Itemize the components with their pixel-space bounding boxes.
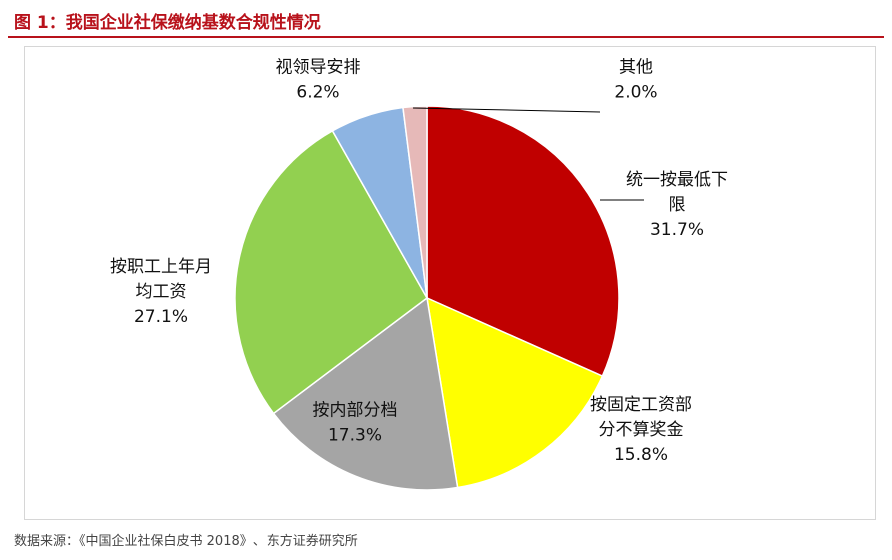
leader-lines bbox=[412, 107, 644, 201]
pie-slices bbox=[234, 105, 620, 491]
slice-label-fixed_wage-line-2: 分不算奖金 bbox=[599, 420, 684, 440]
slice-value-fixed_wage: 15.8% bbox=[614, 445, 668, 465]
pie-slice-last_year_avg bbox=[234, 129, 428, 415]
pie-slice-fixed_wage bbox=[426, 296, 604, 489]
slice-value-other: 2.0% bbox=[614, 83, 657, 103]
slice-label-last_year_avg-line-1: 按职工上年月 bbox=[110, 257, 212, 277]
pie-slice-internal_grade bbox=[272, 296, 459, 491]
figure-title: 图 1：我国企业社保缴纳基数合规性情况 bbox=[14, 13, 321, 33]
slice-label-other-line-1: 其他 bbox=[619, 58, 653, 78]
slice-value-unified_min: 31.7% bbox=[650, 220, 704, 240]
slice-value-leadership: 6.2% bbox=[296, 83, 339, 103]
source-org: 东方证券研究所 bbox=[266, 534, 358, 549]
pie-slice-unified_min bbox=[426, 105, 620, 378]
slice-label-fixed_wage-line-1: 按固定工资部 bbox=[590, 395, 692, 415]
source-prefix: 数据来源： bbox=[14, 534, 80, 549]
slice-value-internal_grade: 17.3% bbox=[328, 426, 382, 446]
title-divider bbox=[8, 36, 884, 38]
leader-line-other bbox=[412, 107, 601, 113]
slice-value-last_year_avg: 27.1% bbox=[134, 307, 188, 327]
slice-label-unified_min-line-1: 统一按最低下 bbox=[626, 170, 728, 190]
slice-label-unified_min-line-2: 限 bbox=[669, 195, 686, 215]
slice-label-leadership-line-1: 视领导安排 bbox=[276, 58, 361, 78]
slice-label-last_year_avg-line-2: 均工资 bbox=[136, 282, 187, 302]
slice-label-internal_grade-line-1: 按内部分档 bbox=[313, 401, 398, 421]
source-note: 数据来源：《中国企业社保白皮书 2018》、东方证券研究所 bbox=[14, 530, 358, 549]
plot-area-border bbox=[24, 46, 876, 520]
source-separator: 、 bbox=[252, 534, 266, 549]
pie-slice-other bbox=[402, 105, 428, 299]
source-book: 《中国企业社保白皮书 2018》 bbox=[79, 534, 253, 549]
